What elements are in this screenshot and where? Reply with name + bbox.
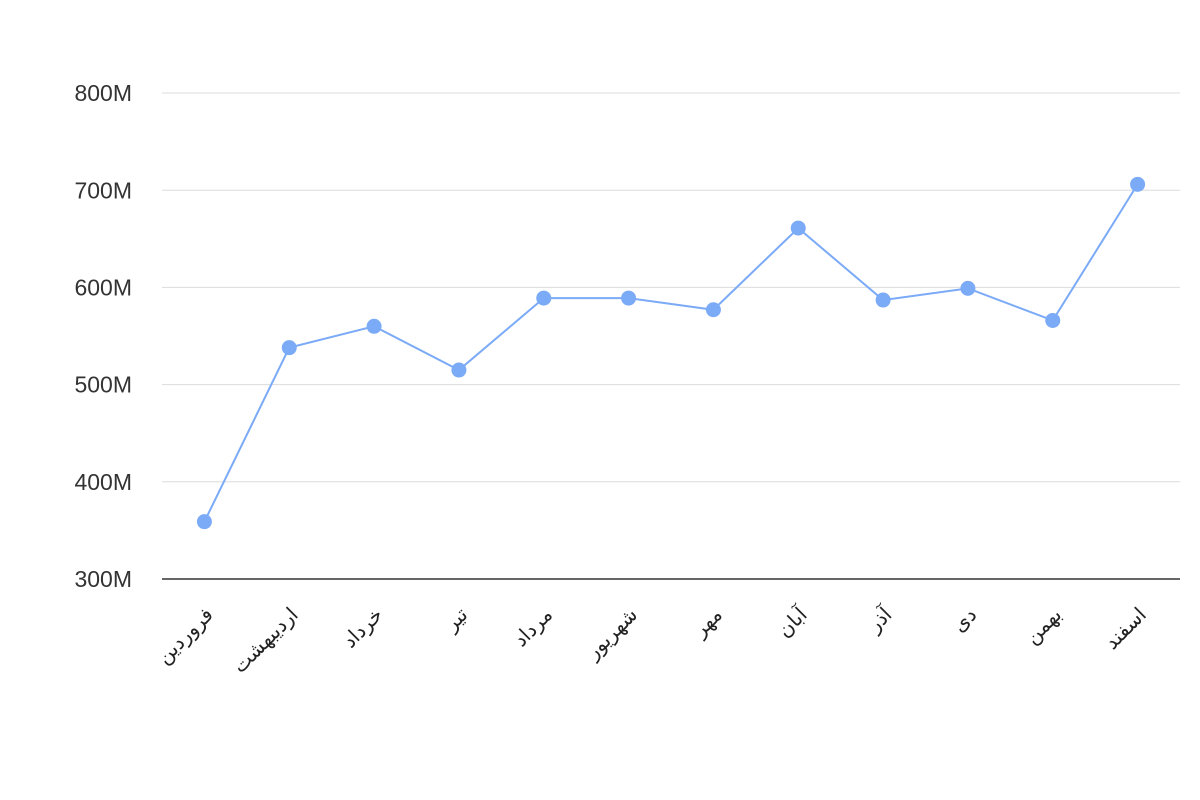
point [1130, 176, 1146, 192]
x-tick-label: آبان [771, 601, 812, 642]
point [960, 280, 976, 296]
x-tick-label: بهمن [1020, 602, 1066, 648]
x-tick-label: مهر [687, 602, 727, 642]
point [196, 514, 212, 530]
y-tick-label: 400M [74, 469, 132, 495]
y-tick-label: 700M [74, 177, 132, 203]
point [1045, 312, 1061, 328]
y-tick-label: 300M [74, 566, 132, 592]
x-tick-label: اردیبهشت [227, 602, 302, 677]
point [875, 292, 891, 308]
y-tick-label: 800M [74, 80, 132, 106]
point [705, 302, 721, 318]
x-tick-label: خرداد [337, 602, 387, 652]
x-tick-label: آذر [861, 601, 897, 637]
x-tick-label: مرداد [508, 602, 557, 651]
point [281, 340, 297, 356]
x-tick-label: شهریور [580, 602, 642, 664]
y-tick-label: 600M [74, 274, 132, 300]
x-tick-label: فروردین [152, 602, 218, 668]
x-tick-label: دی [947, 602, 981, 636]
point [366, 318, 382, 334]
point [451, 362, 467, 378]
line [203, 183, 1139, 523]
y-tick-label: 500M [74, 372, 132, 398]
x-tick-label: تیر [439, 602, 473, 636]
point [790, 220, 806, 236]
point [536, 290, 552, 306]
point [621, 290, 637, 306]
x-tick-label: اسفند [1099, 602, 1151, 654]
